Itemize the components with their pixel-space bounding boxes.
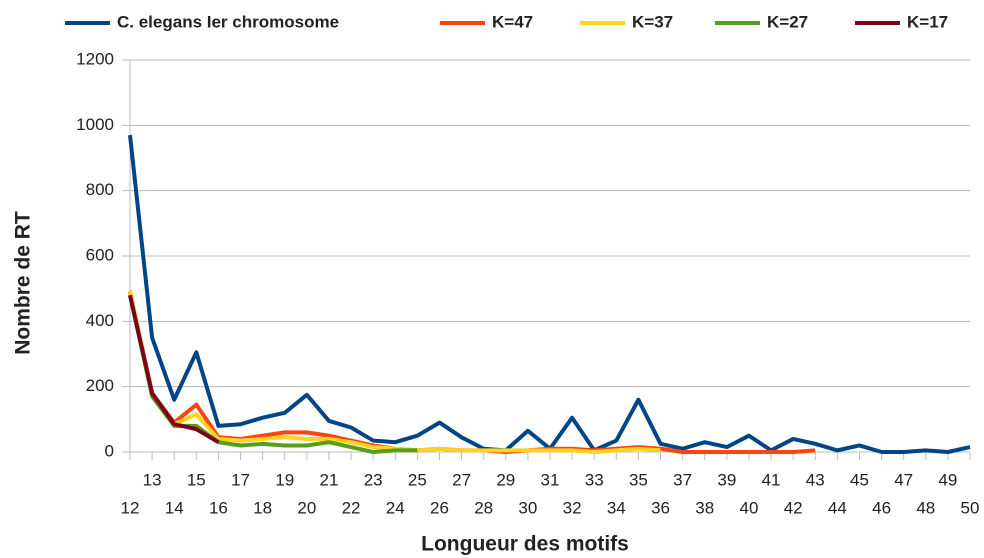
x-tick-label: 33 (585, 470, 604, 489)
x-tick-label: 50 (961, 498, 980, 517)
y-axis-title: Nombre de RT (12, 211, 35, 355)
x-tick-label: 14 (165, 498, 184, 517)
x-tick-label: 35 (629, 470, 648, 489)
series-line (128, 291, 816, 454)
series-line (128, 294, 418, 454)
x-tick-label: 12 (121, 498, 140, 517)
x-tick-label: 46 (872, 498, 891, 517)
x-tick-label: 16 (209, 498, 228, 517)
x-tick-label: 47 (894, 470, 913, 489)
legend-label: K=27 (767, 12, 808, 31)
x-tick-label: 20 (297, 498, 316, 517)
y-tick-label: 600 (86, 245, 114, 264)
x-tick-label: 39 (717, 470, 736, 489)
x-tick-label: 27 (452, 470, 471, 489)
x-tick-label: 49 (938, 470, 957, 489)
x-tick-label: 18 (253, 498, 272, 517)
x-tick-label: 40 (739, 498, 758, 517)
x-tick-label: 44 (828, 498, 847, 517)
y-tick-label: 1200 (76, 49, 114, 68)
x-tick-label: 41 (762, 470, 781, 489)
x-tick-label: 13 (143, 470, 162, 489)
x-tick-label: 34 (607, 498, 626, 517)
x-tick-label: 24 (386, 498, 405, 517)
x-axis-title: Longueur des motifs (421, 533, 629, 556)
x-tick-label: 36 (651, 498, 670, 517)
x-tick-label: 31 (541, 470, 560, 489)
legend-label: K=37 (632, 12, 673, 31)
x-tick-label: 29 (496, 470, 515, 489)
x-tick-label: 25 (408, 470, 427, 489)
x-tick-label: 19 (275, 470, 294, 489)
x-tick-label: 42 (784, 498, 803, 517)
x-tick-label: 15 (187, 470, 206, 489)
x-tick-label: 32 (563, 498, 582, 517)
x-tick-label: 37 (673, 470, 692, 489)
x-tick-label: 21 (319, 470, 338, 489)
series-line (128, 294, 220, 444)
series-line (128, 134, 971, 454)
y-tick-label: 400 (86, 311, 114, 330)
y-tick-label: 800 (86, 180, 114, 199)
y-tick-label: 1000 (76, 115, 114, 134)
x-tick-label: 28 (474, 498, 493, 517)
legend-label: K=47 (492, 12, 533, 31)
x-tick-label: 43 (806, 470, 825, 489)
x-tick-label: 30 (518, 498, 537, 517)
x-tick-label: 45 (850, 470, 869, 489)
legend-label: K=17 (907, 12, 948, 31)
x-tick-label: 26 (430, 498, 449, 517)
x-tick-label: 38 (695, 498, 714, 517)
legend-label: C. elegans Ier chromosome (117, 12, 339, 31)
y-tick-label: 200 (86, 376, 114, 395)
x-tick-label: 22 (342, 498, 361, 517)
x-tick-label: 17 (231, 470, 250, 489)
x-tick-label: 23 (364, 470, 383, 489)
x-tick-label: 48 (916, 498, 935, 517)
y-tick-label: 0 (105, 441, 114, 460)
